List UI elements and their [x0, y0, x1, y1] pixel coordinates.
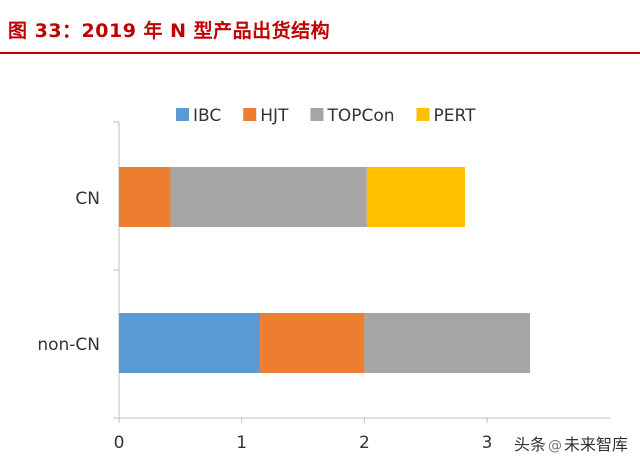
watermark-author: 未来智库 — [563, 435, 628, 454]
legend-label-hjt: HJT — [260, 106, 289, 126]
category-label-non-cn: non-CN — [37, 335, 100, 355]
bar-hjt-non-cn — [260, 313, 365, 373]
x-tick-label-3: 3 — [482, 433, 493, 453]
legend-label-ibc: IBC — [193, 106, 221, 126]
figure-title: 图 33：2019 年 N 型产品出货结构 — [8, 20, 331, 42]
watermark-source: 头条 — [513, 435, 546, 454]
bar-ibc-non-cn — [119, 313, 261, 373]
category-label-cn: CN — [75, 189, 100, 209]
at-icon: @ — [547, 438, 562, 454]
bar-topcon-non-cn — [364, 313, 531, 373]
bar-topcon-cn — [170, 167, 367, 227]
x-tick-label-2: 2 — [359, 433, 370, 453]
legend-swatch-ibc — [176, 108, 189, 121]
bar-hjt-cn — [119, 167, 171, 227]
legend-swatch-topcon — [310, 108, 324, 121]
legend-swatch-pert — [416, 108, 430, 121]
title-rule — [0, 52, 640, 54]
watermark: 头条 @ 未来智库 — [511, 431, 630, 455]
legend-label-topcon: TOPCon — [326, 106, 394, 126]
legend-swatch-hjt — [243, 108, 257, 121]
bar-pert-cn — [366, 167, 466, 227]
x-tick-label-1: 1 — [236, 433, 247, 453]
x-tick-label-0: 0 — [114, 433, 125, 453]
legend-label-pert: PERT — [434, 106, 477, 126]
